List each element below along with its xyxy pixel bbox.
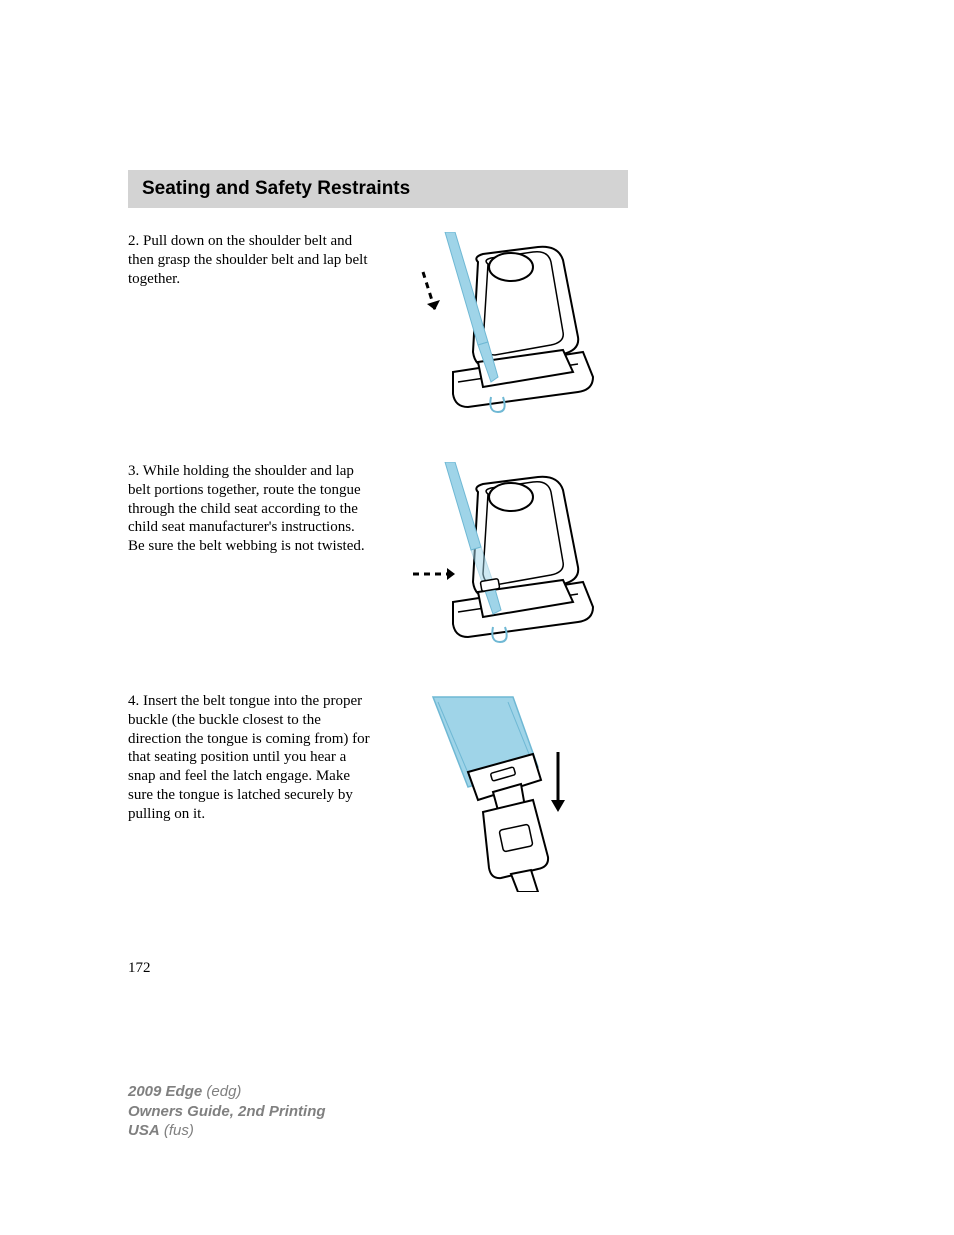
step-3: 3. While holding the shoulder and lap be…: [128, 462, 628, 662]
page-content: Seating and Safety Restraints 2. Pull do…: [128, 170, 628, 922]
section-header: Seating and Safety Restraints: [128, 170, 628, 208]
step-4-text: 4. Insert the belt tongue into the prope…: [128, 692, 383, 823]
step-2-text: 2. Pull down on the shoulder belt and th…: [128, 232, 383, 288]
step-3-text: 3. While holding the shoulder and lap be…: [128, 462, 383, 556]
footer-region: USA: [128, 1122, 160, 1139]
step-4: 4. Insert the belt tongue into the prope…: [128, 692, 628, 892]
footer-line-2: Owners Guide, 2nd Printing: [128, 1102, 326, 1122]
page-number: 172: [128, 960, 151, 977]
section-title: Seating and Safety Restraints: [142, 178, 614, 200]
buckle-insert-icon: [383, 692, 613, 892]
child-seat-belt-down-icon: [383, 232, 613, 432]
footer: 2009 Edge (edg) Owners Guide, 2nd Printi…: [128, 1082, 326, 1141]
footer-line-3: USA (fus): [128, 1121, 326, 1141]
step-2: 2. Pull down on the shoulder belt and th…: [128, 232, 628, 432]
step-4-figure: [383, 692, 613, 892]
step-2-figure: [383, 232, 613, 432]
step-3-figure: [383, 462, 613, 662]
footer-model: 2009 Edge: [128, 1083, 202, 1100]
footer-model-code: (edg): [202, 1083, 241, 1100]
footer-region-code: (fus): [160, 1122, 194, 1139]
footer-line-1: 2009 Edge (edg): [128, 1082, 326, 1102]
child-seat-route-belt-icon: [383, 462, 613, 662]
